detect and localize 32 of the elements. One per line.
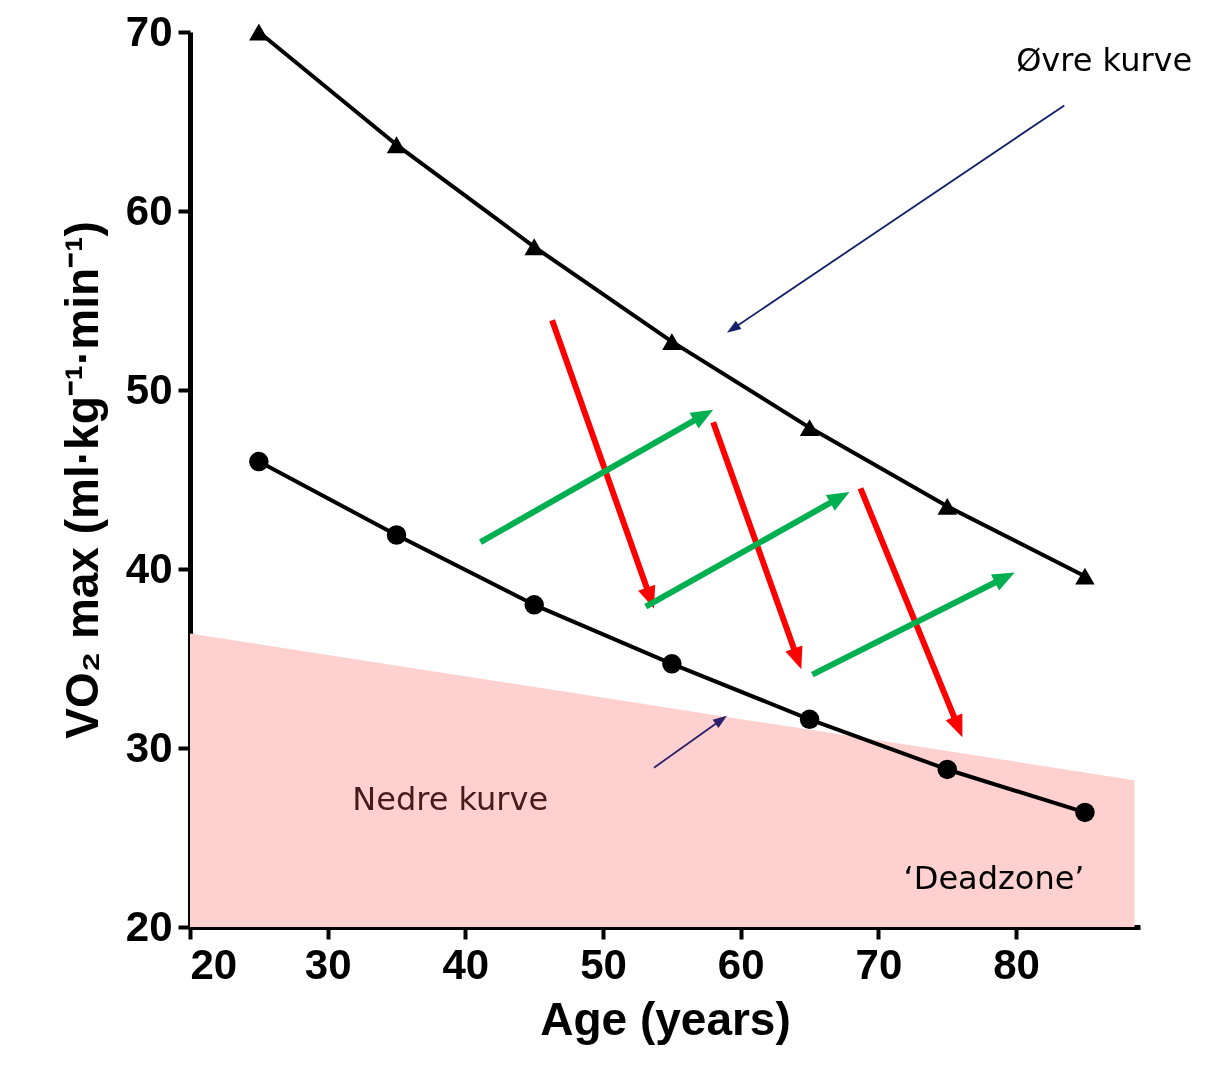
- point: [524, 238, 544, 256]
- point: [1075, 802, 1095, 823]
- point: [662, 654, 682, 674]
- y-tick-label: 30: [125, 723, 173, 771]
- y-tick-label: 20: [125, 902, 173, 950]
- x-tick-label: 40: [442, 940, 490, 988]
- point: [524, 595, 544, 615]
- x-tick-label: 20: [190, 940, 238, 988]
- annotation: ‘Deadzone’: [903, 858, 1085, 897]
- y-axis-title: VO₂ max (ml·kg⁻¹·min⁻¹): [55, 221, 108, 739]
- x-tick-label: 50: [580, 940, 627, 988]
- annotation: Nedre kurve: [352, 779, 549, 818]
- x-tick-label: 30: [304, 940, 352, 988]
- point: [937, 759, 957, 780]
- point: [249, 23, 269, 41]
- point: [249, 451, 269, 472]
- y-tick-label: 40: [125, 544, 173, 592]
- x-tick-label: 70: [855, 940, 903, 988]
- point: [799, 709, 820, 730]
- y-tick-label: 70: [125, 7, 173, 55]
- y-tick-label: 50: [125, 365, 173, 413]
- point: [386, 136, 407, 154]
- point: [1075, 567, 1095, 585]
- x-axis-title: Age (years): [540, 992, 791, 1045]
- point: [937, 497, 957, 515]
- x-tick-label: 60: [717, 940, 765, 988]
- point: [799, 419, 820, 437]
- x-tick-label: 80: [993, 940, 1040, 988]
- annotation: Øvre kurve: [1016, 40, 1193, 79]
- point: [386, 525, 407, 545]
- y-tick-label: 60: [125, 186, 173, 234]
- point: [662, 333, 682, 351]
